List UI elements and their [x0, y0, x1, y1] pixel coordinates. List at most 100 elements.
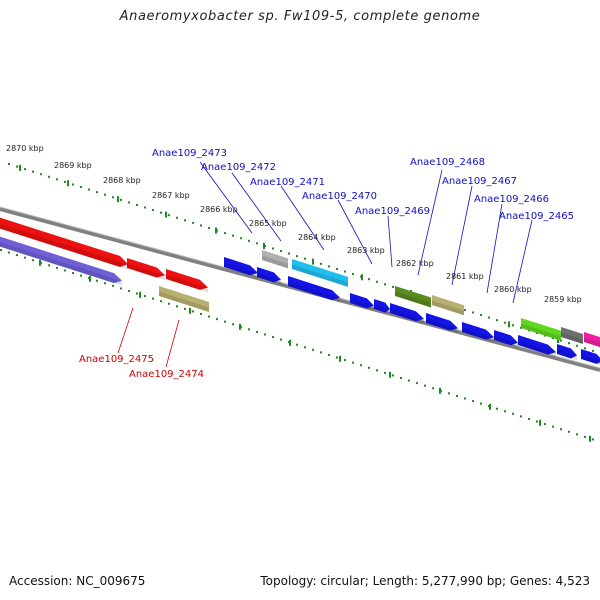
kbp-label: 2862 kbp	[396, 259, 434, 268]
kbp-dot	[184, 307, 186, 310]
gene-shade	[374, 304, 390, 315]
leader-line	[337, 199, 373, 265]
gene-shade	[292, 264, 348, 287]
gene-shade	[0, 223, 128, 270]
kbp-dot	[272, 336, 274, 339]
kbp-dot	[16, 165, 18, 168]
kbp-dot	[40, 173, 42, 176]
kbp-dot	[192, 221, 194, 224]
kbp-dot	[208, 227, 210, 229]
gene-label: Anae109_2471	[250, 177, 325, 188]
gene-label: Anae109_2466	[474, 194, 549, 205]
gene-body	[0, 217, 128, 268]
kbp-label: 2865 kbp	[249, 219, 287, 228]
gene-shade	[518, 340, 556, 358]
gene-anae109-2465	[518, 335, 556, 358]
gene-blue-7	[581, 349, 600, 366]
kbp-dot	[144, 206, 146, 209]
kbp-dot	[152, 209, 154, 212]
kbp-dot	[48, 264, 50, 267]
gene-body	[395, 286, 431, 308]
kbp-dot	[344, 359, 346, 362]
gene-body	[0, 236, 122, 284]
kbp-dot	[488, 316, 490, 319]
gene-lime	[521, 318, 561, 341]
kbp-dot	[176, 305, 178, 308]
kbp-dot	[192, 310, 194, 313]
gene-label: Anae109_2468	[410, 157, 485, 168]
kbp-dot	[360, 364, 362, 367]
kbp-dot	[416, 382, 418, 385]
gene-body	[494, 330, 518, 346]
kbp-dot	[352, 361, 354, 364]
gene-body	[584, 332, 600, 348]
gene-anae109-2474	[159, 286, 209, 312]
kbp-dot	[304, 346, 306, 349]
kbp-dot	[328, 265, 330, 268]
kbp-dot	[512, 324, 514, 327]
kbp-dot	[312, 348, 314, 351]
gene-anae109-2467	[432, 295, 464, 316]
gene-darkgray	[561, 327, 583, 345]
kbp-dot	[144, 295, 146, 298]
kbp-dot	[320, 351, 322, 354]
gene-shade	[581, 354, 600, 366]
kbp-dot	[336, 356, 338, 359]
kbp-dot	[152, 297, 154, 300]
kbp-dot	[80, 274, 82, 277]
leader-line	[165, 319, 180, 368]
gene-label: Anae109_2470	[302, 191, 377, 202]
kbp-dot	[160, 300, 162, 303]
leader-line	[512, 219, 533, 304]
kbp-dot	[296, 255, 298, 258]
kbp-dot	[336, 267, 338, 270]
kbp-dot	[104, 282, 106, 285]
gene-anae109-2475	[127, 258, 165, 281]
kbp-dot	[112, 196, 114, 199]
kbp-dot	[24, 256, 26, 259]
gene-label: Anae109_2475	[79, 354, 154, 365]
leader-line	[417, 169, 443, 276]
kbp-dot	[96, 279, 98, 282]
kbp-dot	[24, 168, 26, 171]
gene-anae109-2471	[288, 276, 340, 303]
kbp-dot	[376, 369, 378, 372]
kbp-dot	[296, 343, 298, 346]
gene-body	[561, 327, 583, 345]
gene-label: Anae109_2474	[129, 369, 204, 380]
gene-body	[426, 313, 458, 331]
chart-title: Anaeromyxobacter sp. Fw109-5, complete g…	[119, 9, 481, 24]
kbp-dot	[112, 284, 114, 287]
kbp-dot	[408, 379, 410, 382]
kbp-dot	[208, 315, 210, 318]
kbp-label: 2861 kbp	[446, 272, 484, 281]
gene-shade	[159, 291, 209, 312]
kbp-dot	[368, 278, 370, 281]
gene-body	[374, 299, 390, 313]
kbp-dot	[424, 384, 426, 387]
gene-label: Anae109_2472	[201, 162, 276, 173]
gene-magenta	[584, 332, 600, 348]
gene-shade	[262, 255, 288, 269]
kbp-dot	[400, 377, 402, 379]
kbp-dot	[352, 273, 354, 276]
kbp-dot	[224, 320, 226, 323]
kbp-dot	[264, 333, 266, 336]
gene-blue-3	[374, 299, 390, 315]
gene-body	[224, 257, 258, 276]
kbp-dot	[448, 392, 450, 395]
kbp-dot	[504, 410, 506, 413]
kbp-label: 2859 kbp	[544, 295, 582, 304]
topology-text: Topology: circular; Length: 5,277,990 bp…	[260, 574, 590, 588]
kbp-dot	[104, 193, 106, 196]
gene-shade	[257, 272, 281, 285]
kbp-label: 2868 kbp	[103, 176, 141, 185]
kbp-dot	[504, 321, 506, 324]
kbp-dot	[392, 374, 394, 377]
kbp-dot	[56, 266, 58, 269]
kbp-dot	[584, 347, 586, 350]
leader-line	[387, 215, 393, 268]
leader-line	[280, 185, 325, 251]
gene-track	[0, 217, 600, 366]
kbp-dot	[568, 430, 570, 433]
